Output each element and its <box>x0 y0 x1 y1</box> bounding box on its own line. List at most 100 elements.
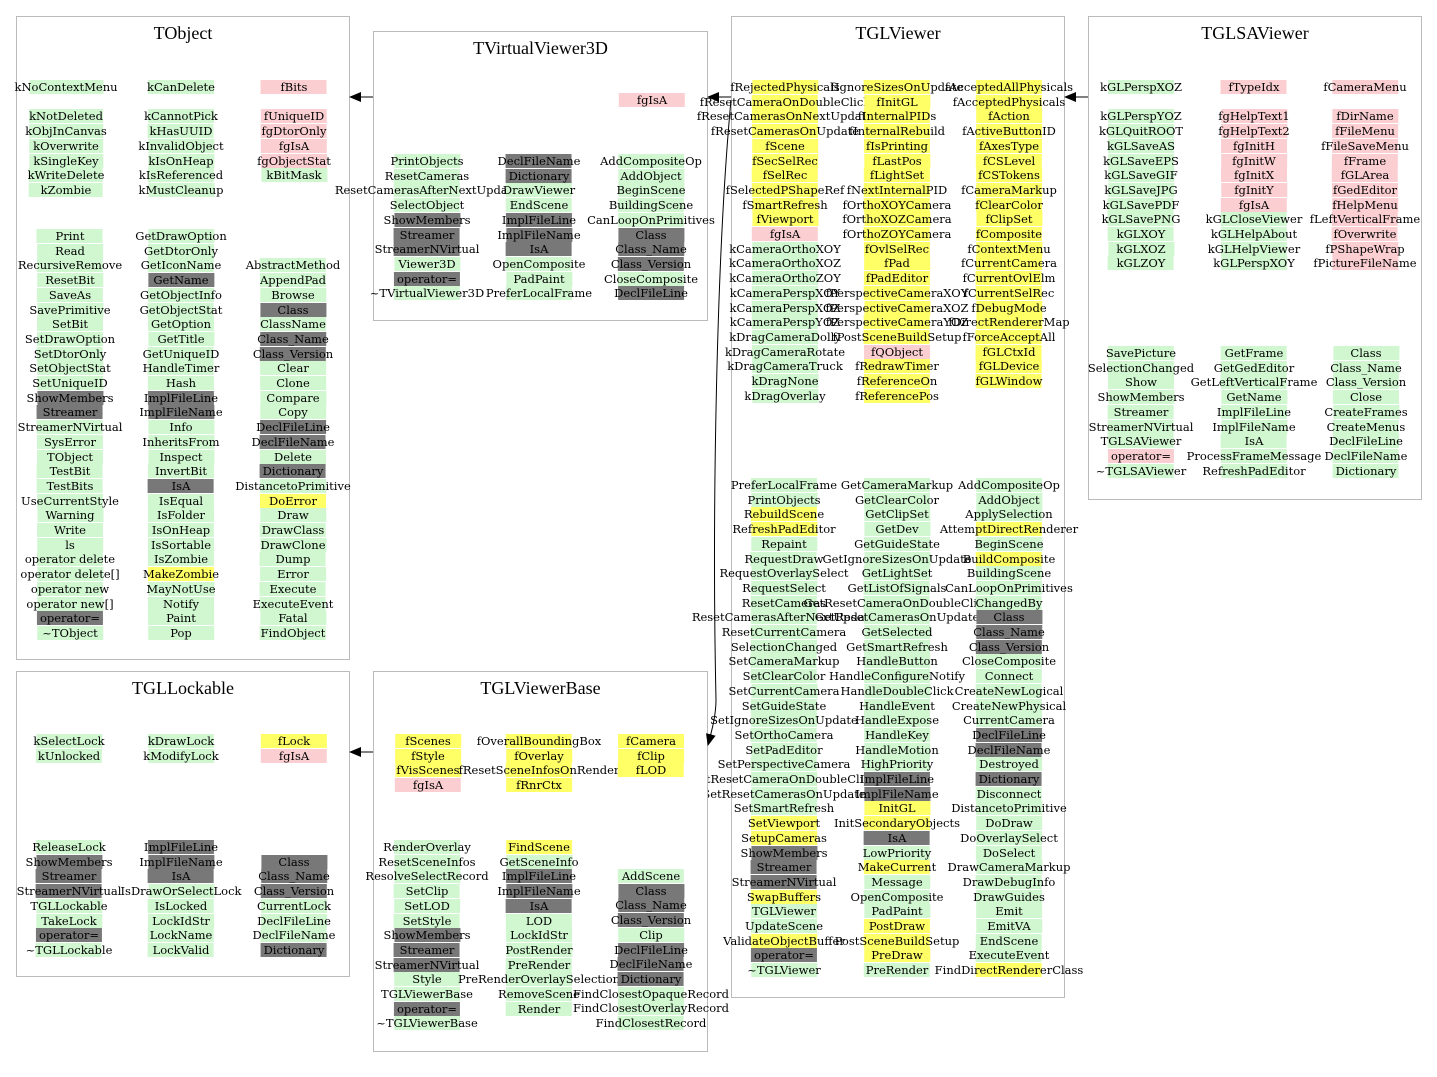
member-label: LowPriority <box>862 845 932 860</box>
member-item: ShowMembers <box>739 845 828 860</box>
member-label: fOrthoXOZCamera <box>842 212 952 227</box>
member-label: BuildingScene <box>966 566 1052 581</box>
member-item: Error <box>260 567 326 582</box>
member-label: GetClipSet <box>865 507 929 522</box>
member-label: DeclFileName <box>609 957 693 972</box>
member-label: Class <box>278 854 310 869</box>
member-label: HandleDoubleClick <box>840 683 954 698</box>
member-label: fBits <box>280 80 308 94</box>
member-item: HandleDoubleClick <box>839 683 954 698</box>
member-item: ChangedBy <box>975 595 1044 610</box>
member-item: AbstractMethod <box>245 258 342 273</box>
member-label: fCurrentOvlElm <box>962 271 1056 286</box>
member-label: Hash <box>165 376 197 390</box>
member-label: StreamerNVirtual <box>17 420 123 435</box>
member-label: GetLeftVerticalFrame <box>1190 375 1318 390</box>
member-item: Connect <box>976 669 1042 684</box>
member-label: HandleEvent <box>859 698 935 713</box>
member-label: Warning <box>45 508 95 523</box>
member-label: Draw <box>277 508 309 523</box>
member-label: OpenComposite <box>492 256 586 271</box>
member-label: MayNotUse <box>146 581 216 596</box>
member-label: Paint <box>166 611 196 626</box>
member-label: fFileSaveMenu <box>1321 138 1409 153</box>
member-item: fClearColor <box>974 197 1044 212</box>
member-label: kCameraPerspXOZ <box>729 300 841 315</box>
member-item: IsZombie <box>147 552 214 567</box>
member-label: ResetCamerasAfterNextUpdate <box>691 610 877 625</box>
member-label: SaveAs <box>48 287 92 302</box>
member-item: ~TObject <box>37 625 103 640</box>
member-item: SelectionChanged <box>730 639 838 654</box>
member-item: fReferenceOn <box>856 374 939 388</box>
member-item: SetGuideState <box>741 698 828 713</box>
member-item: IsA <box>506 898 572 913</box>
member-item: kGLXOZ <box>1107 241 1174 256</box>
member-item: BuildingScene <box>608 198 694 213</box>
member-item: ImplFileLine <box>1216 404 1292 419</box>
member-label: Streamer <box>399 227 455 242</box>
member-item: SetIgnoreSizesOnUpdate <box>709 713 859 728</box>
member-item: kGLSavePNG <box>1101 212 1182 227</box>
member-label: SetLOD <box>404 898 450 913</box>
member-label: SelectObject <box>389 198 465 213</box>
member-label: Connect <box>984 669 1034 684</box>
member-item: SavePrimitive <box>28 302 111 317</box>
member-label: MakeCurrent <box>857 860 937 875</box>
member-label: fResetSceneInfosOnRender <box>458 763 620 778</box>
member-label: GetCameraMarkup <box>840 478 954 492</box>
member-item: fSmartRefresh <box>741 197 828 212</box>
member-label: fgIsA <box>412 778 444 793</box>
member-label: SetPerspectiveCamera <box>717 757 851 772</box>
member-label: fVisScenes <box>396 763 460 778</box>
member-item: Clear <box>259 361 326 376</box>
member-label: fRnrCtx <box>516 778 562 793</box>
member-label: fgIsA <box>1238 197 1270 212</box>
member-label: operator= <box>39 611 101 626</box>
member-label: Class_Name <box>258 869 330 884</box>
member-label: kGLPerspXOY <box>1213 256 1295 271</box>
member-label: kObjInCanvas <box>25 124 107 139</box>
member-item: Class_Name <box>1329 360 1403 375</box>
member-item: HandleConfigureNotify <box>828 669 966 684</box>
member-label: PadPaint <box>871 904 923 919</box>
member-label: kIsReferenced <box>138 168 224 183</box>
member-item: DeclFileName <box>609 957 694 972</box>
member-label: IsFolder <box>156 508 206 523</box>
member-item: DrawClone <box>259 537 326 552</box>
member-label: fComposite <box>975 227 1043 241</box>
member-item: GetSceneInfo <box>498 854 579 869</box>
member-label: kDragCameraTruck <box>727 359 843 374</box>
member-label: LockIdStr <box>510 928 568 943</box>
member-label: Render <box>517 1001 561 1016</box>
member-item: IsSortable <box>147 537 214 552</box>
member-item: Class <box>260 854 327 869</box>
member-item: fgInitX <box>1221 168 1287 183</box>
member-label: SelectionChanged <box>730 639 838 654</box>
member-label: ClassName <box>260 317 326 332</box>
member-label: fOvlSelRec <box>864 241 930 256</box>
member-label: SetCurrentCamera <box>728 683 840 698</box>
member-item: kGLPerspXOY <box>1212 256 1296 271</box>
member-item: DoSelect <box>976 845 1042 860</box>
member-label: fGLWindow <box>975 374 1043 388</box>
member-label: fDebugMode <box>971 300 1047 315</box>
member-label: fRejectedPhysicals <box>730 80 840 94</box>
member-label: operator= <box>396 271 458 286</box>
member-item: DrawCameraMarkup <box>946 860 1071 875</box>
member-label: DeclFileLine <box>614 286 688 301</box>
member-item: fQObject <box>863 344 930 359</box>
member-label: SetGuideState <box>741 698 827 713</box>
member-label: Class_Name <box>973 625 1045 639</box>
member-label: kGLQuitROOT <box>1098 124 1184 139</box>
member-label: DistancetoPrimitive <box>235 478 351 493</box>
member-item: fStyle <box>395 748 461 763</box>
member-label: kIsOnHeap <box>148 153 214 168</box>
member-item: kCameraOrthoXOY <box>728 241 842 256</box>
member-label: Streamer <box>399 942 455 957</box>
member-label: ShowMembers <box>383 212 471 227</box>
member-item: SelectionChanged <box>1087 360 1195 375</box>
member-label: fFileMenu <box>1335 124 1395 139</box>
member-item: PrintObjects <box>389 154 464 168</box>
member-label: BuildingScene <box>608 198 694 213</box>
